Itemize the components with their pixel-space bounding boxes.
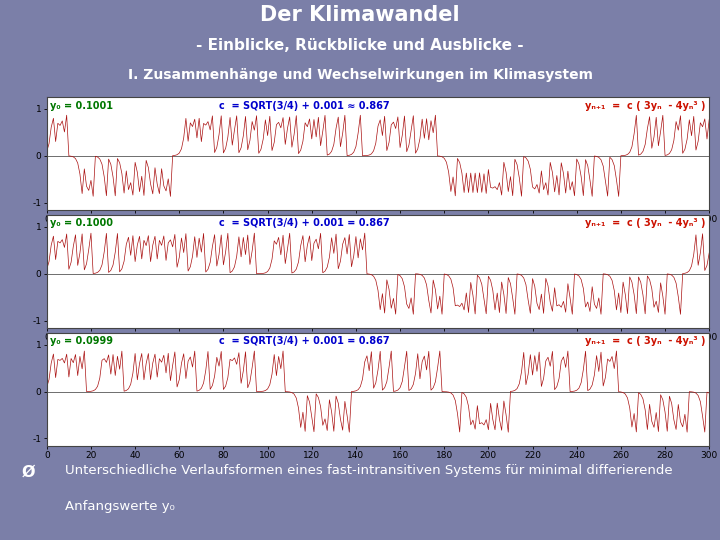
Text: y₀ = 0.0999: y₀ = 0.0999 [50, 336, 113, 346]
Text: Anfangswerte y₀: Anfangswerte y₀ [65, 500, 175, 514]
Text: Unterschiedliche Verlaufsformen eines fast-intransitiven Systems für minimal dif: Unterschiedliche Verlaufsformen eines fa… [65, 464, 672, 477]
Text: - Einblicke, Rückblicke und Ausblicke -: - Einblicke, Rückblicke und Ausblicke - [196, 38, 524, 53]
Text: I. Zusammenhänge und Wechselwirkungen im Klimasystem: I. Zusammenhänge und Wechselwirkungen im… [127, 68, 593, 82]
Text: y₀ = 0.1000: y₀ = 0.1000 [50, 219, 113, 228]
Text: c  = SQRT(3/4) + 0.001 = 0.867: c = SQRT(3/4) + 0.001 = 0.867 [219, 219, 390, 228]
Text: y₀ = 0.1001: y₀ = 0.1001 [50, 100, 113, 111]
Text: Der Klimawandel: Der Klimawandel [260, 5, 460, 25]
Text: c  = SQRT(3/4) + 0.001 = 0.867: c = SQRT(3/4) + 0.001 = 0.867 [219, 336, 390, 346]
Text: Ø: Ø [22, 464, 35, 480]
Text: yₙ₊₁  =  c ( 3yₙ  - 4yₙ³ ): yₙ₊₁ = c ( 3yₙ - 4yₙ³ ) [585, 336, 706, 346]
Text: yₙ₊₁  =  c ( 3yₙ  - 4yₙ³ ): yₙ₊₁ = c ( 3yₙ - 4yₙ³ ) [585, 100, 706, 111]
Text: yₙ₊₁  =  c ( 3yₙ  - 4yₙ³ ): yₙ₊₁ = c ( 3yₙ - 4yₙ³ ) [585, 219, 706, 228]
Text: c  = SQRT(3/4) + 0.001 ≈ 0.867: c = SQRT(3/4) + 0.001 ≈ 0.867 [219, 100, 390, 111]
